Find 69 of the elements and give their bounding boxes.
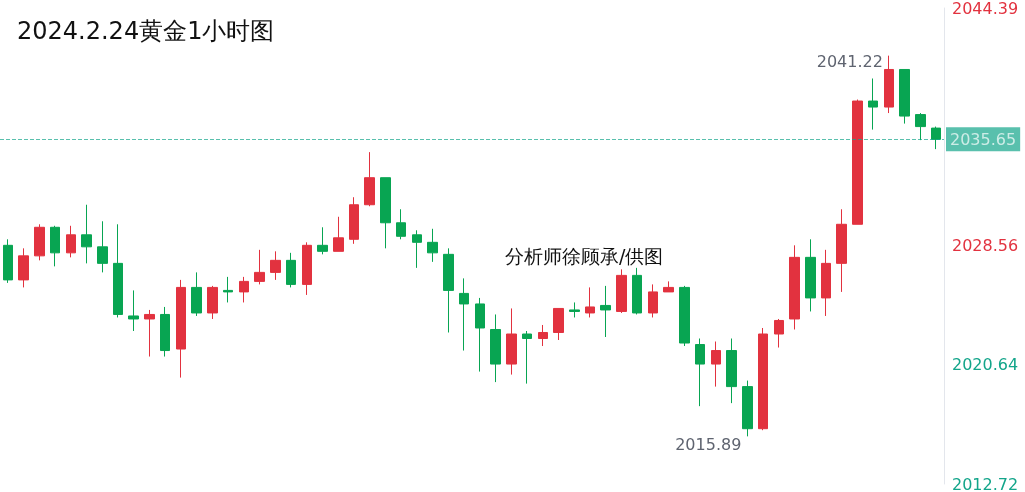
candlestick: [3, 238, 13, 284]
y-tick-label: 2020.64: [952, 355, 1019, 375]
candlestick: [349, 196, 359, 245]
candlestick: [931, 126, 941, 150]
candlestick: [364, 151, 375, 207]
candlestick: [113, 223, 123, 318]
candlestick: [427, 228, 438, 263]
candlestick: [726, 338, 737, 404]
candlestick: [191, 271, 202, 317]
candlestick: [616, 268, 627, 314]
candlestick: [317, 226, 328, 255]
candlestick: [66, 225, 76, 258]
candlestick: [490, 313, 501, 383]
candlestick: [836, 208, 847, 293]
candlestick: [774, 318, 784, 349]
candlestick: [695, 338, 705, 407]
y-tick-label: 2012.72: [952, 474, 1019, 492]
candlestick: [97, 220, 108, 273]
annotation: 2041.22: [816, 52, 883, 72]
candlestick: [663, 280, 674, 293]
candlestick: [270, 250, 281, 281]
candlestick: [396, 208, 406, 240]
candlestick: [475, 297, 485, 373]
candlestick: [632, 267, 642, 315]
candlestick: [585, 286, 595, 318]
candlestick: [538, 324, 548, 347]
annotation: 分析师徐顾承/供图: [505, 244, 664, 267]
candlestick: [569, 301, 580, 318]
candlestick: [648, 283, 658, 318]
candlestick: [18, 247, 29, 288]
candlestick: [868, 77, 878, 131]
candlestick: [522, 330, 532, 385]
candlestick: [553, 307, 564, 341]
candlestick: [852, 99, 863, 225]
candlestick: [899, 68, 910, 125]
candlestick: [286, 252, 296, 288]
candlestick: [915, 112, 926, 141]
candlestick: [81, 204, 92, 264]
candlestick: [459, 277, 469, 352]
candlestick: [758, 327, 768, 431]
candlestick: [223, 276, 233, 303]
candlestick: [144, 309, 155, 358]
candlestick: [160, 306, 170, 358]
candlestick: [254, 249, 265, 285]
y-tick-label: 2044.39: [952, 0, 1019, 18]
candlestick: [412, 229, 422, 269]
candlestick: [302, 241, 312, 296]
candlestick: [600, 285, 611, 338]
candlestick: [380, 177, 391, 249]
candlestick: [506, 307, 517, 376]
candlestick: [884, 55, 894, 114]
candlestick: [239, 276, 249, 303]
candlestick: [128, 289, 139, 332]
candlestick: [711, 341, 721, 388]
ref-line-label: 2035.65: [950, 129, 1017, 149]
candlestick: [50, 225, 60, 267]
chart-title: 2024.2.24黄金1小时图: [17, 17, 275, 45]
candlestick: [207, 285, 218, 320]
candlestick: [176, 279, 186, 379]
candlestick: [821, 249, 831, 317]
candlestick: [742, 380, 753, 437]
candlestick: [443, 247, 454, 333]
y-tick-label: 2028.56: [952, 236, 1019, 256]
candlestick: [789, 244, 800, 330]
candlestick: [805, 238, 816, 312]
candlestick: [34, 223, 45, 261]
candlestick: [679, 285, 690, 347]
annotation: 2015.89: [675, 434, 742, 454]
candlestick: [333, 216, 344, 252]
